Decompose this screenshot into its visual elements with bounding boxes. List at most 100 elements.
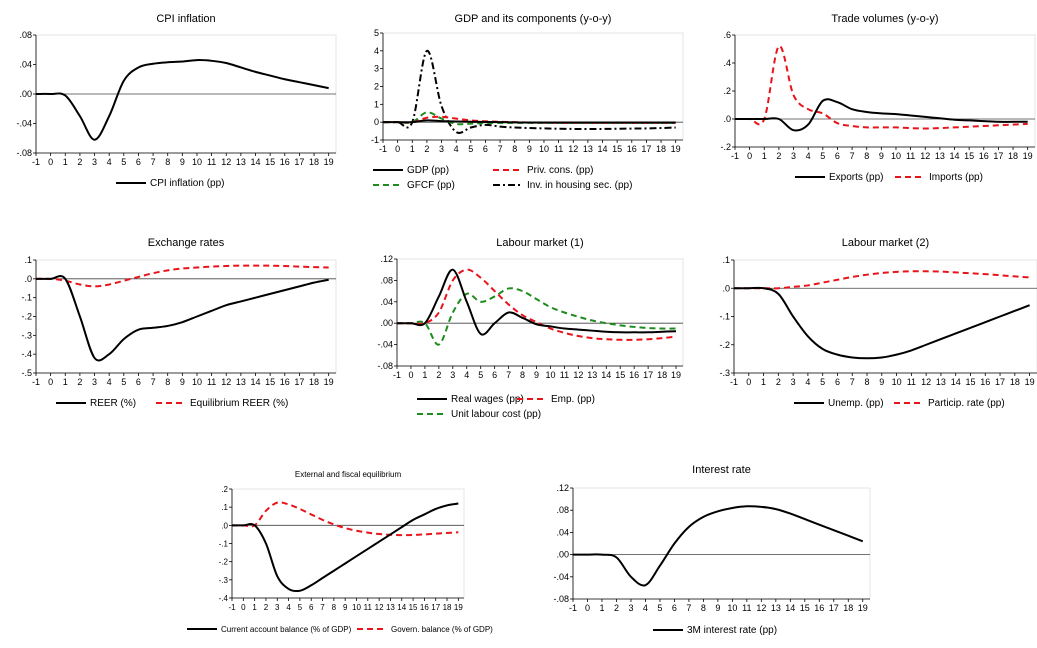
x-tick-label: 13 [236,157,246,167]
series-line [232,501,459,537]
x-tick-label: 0 [408,370,413,380]
legend-label: Imports (pp) [929,172,983,183]
y-tick-label: -.04 [16,119,32,129]
y-tick-label: -.2 [21,312,32,322]
x-tick-label: 10 [892,377,902,387]
x-tick-label: 11 [742,603,751,613]
x-tick-label: 7 [850,377,855,387]
y-tick-label: 0 [374,117,379,127]
y-tick-label: .08 [556,505,569,515]
x-tick-label: 17 [294,157,304,167]
x-tick-label: 11 [554,144,563,154]
x-tick-label: 4 [286,603,291,612]
legend-label: GFCF (pp) [407,180,455,191]
series-line [397,268,677,341]
x-tick-label: 0 [241,603,246,612]
x-tick-label: 4 [454,144,459,154]
x-tick-label: 2 [776,377,781,387]
x-tick-label: 4 [643,603,648,613]
x-tick-label: 3 [791,151,796,161]
y-tick-label: -.1 [21,293,32,303]
series-line [573,505,864,587]
chart-panel-4: Exchange rates-.5-.4-.3-.2-.1.0.1-1 0 1 2 3 4… [21,237,337,409]
x-tick-label: 16 [280,157,290,167]
x-tick-label: 6 [835,151,840,161]
x-tick-label: 14 [951,377,961,387]
chart-title: Exchange rates [148,237,225,249]
x-tick-label: 2 [776,151,781,161]
x-tick-label: 2 [77,377,82,387]
x-tick-label: 8 [701,603,706,613]
x-tick-label: 11 [907,377,916,387]
plot-frame [734,34,1036,148]
x-tick-label: 15 [409,603,418,612]
x-tick-label: 11 [364,603,373,612]
x-tick-label: 10 [545,370,555,380]
legend-label: CPI inflation (pp) [150,178,224,189]
x-tick-label: 9 [879,377,884,387]
y-tick-label: .4 [723,58,731,68]
x-tick-label: 14 [601,370,611,380]
x-tick-label: 9 [180,377,185,387]
x-tick-label: 15 [265,377,275,387]
x-tick-label: 12 [756,603,766,613]
y-tick-label: .12 [556,483,569,493]
x-tick-label: 17 [643,370,653,380]
x-tick-label: 1 [761,377,766,387]
series-line [232,502,459,593]
x-tick-label: 7 [498,144,503,154]
y-tick-label: .2 [723,86,731,96]
x-tick-label: 9 [715,603,720,613]
x-tick-label: 9 [534,370,539,380]
x-tick-label: 14 [785,603,795,613]
y-tick-label: .0 [722,283,730,293]
x-tick-label: 8 [865,377,870,387]
x-tick-label: 4 [464,370,469,380]
x-tick-label: 18 [309,157,319,167]
x-tick-label: 19 [671,370,681,380]
x-tick-label: 7 [151,157,156,167]
x-tick-label: 0 [746,377,751,387]
legend-label: Govern. balance (% of GDP) [391,625,493,634]
x-tick-label: 8 [520,370,525,380]
x-tick-label: 17 [294,377,304,387]
y-tick-label: -.08 [553,594,569,604]
x-tick-label: 1 [252,603,257,612]
x-tick-label: 15 [615,370,625,380]
x-tick-label: 14 [251,157,261,167]
legend-label: REER (%) [90,398,136,409]
x-tick-label: 0 [395,144,400,154]
legend-label: Priv. cons. (pp) [527,165,594,176]
x-tick-label: 12 [375,603,384,612]
x-tick-label: 9 [879,151,884,161]
x-tick-label: 14 [598,144,608,154]
y-tick-label: -.04 [553,572,569,582]
x-tick-label: 7 [850,151,855,161]
x-tick-label: 8 [332,603,337,612]
x-tick-label: 2 [436,370,441,380]
x-tick-label: 12 [221,377,231,387]
x-tick-label: 19 [1025,377,1035,387]
x-tick-label: 5 [820,377,825,387]
y-tick-label: -.3 [719,368,730,378]
x-tick-label: 13 [386,603,395,612]
x-tick-label: 10 [192,157,202,167]
x-tick-label: 12 [920,151,930,161]
y-tick-label: .0 [723,114,731,124]
plot-frame [572,487,871,600]
x-tick-label: 15 [965,377,975,387]
x-tick-label: 10 [539,144,549,154]
x-tick-label: 6 [835,377,840,387]
y-tick-label: .08 [380,275,393,285]
y-tick-label: .04 [380,297,393,307]
x-tick-label: 16 [979,151,989,161]
x-tick-label: 11 [560,370,569,380]
x-tick-label: 19 [671,144,681,154]
x-tick-label: 13 [935,151,945,161]
x-tick-label: 1 [63,157,68,167]
y-tick-label: 1 [374,99,379,109]
x-tick-label: 0 [48,377,53,387]
x-tick-label: 6 [483,144,488,154]
x-tick-label: 15 [265,157,275,167]
x-tick-label: 18 [443,603,452,612]
